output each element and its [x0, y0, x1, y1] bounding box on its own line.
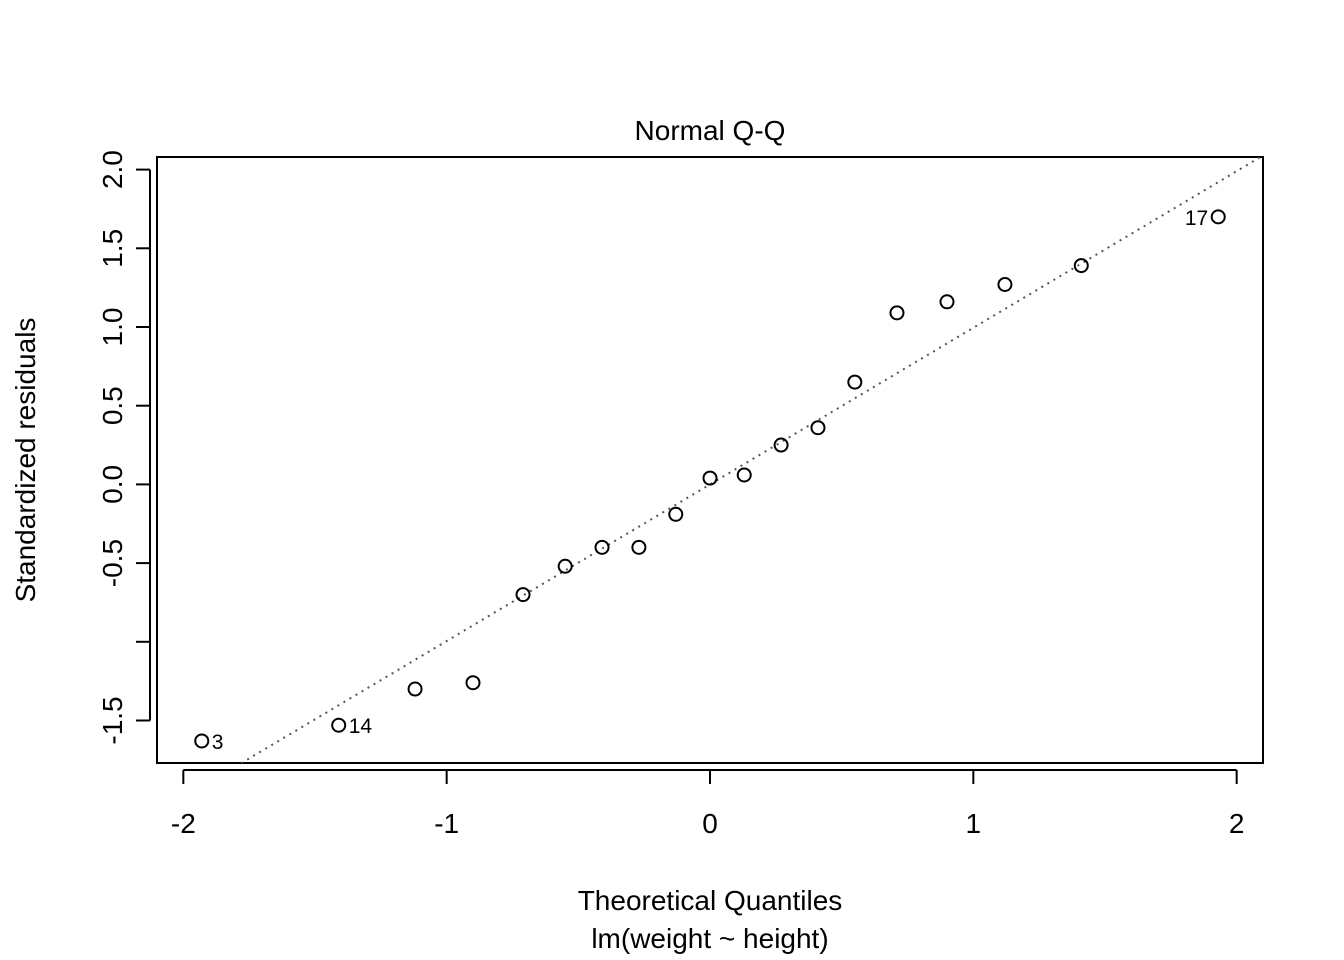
data-point [1210, 209, 1226, 225]
y-tick-label: 1.0 [97, 308, 128, 347]
data-point [1073, 258, 1089, 274]
data-point [773, 437, 789, 453]
data-point [594, 539, 610, 555]
data-point [997, 276, 1013, 292]
point-label: 14 [349, 715, 373, 738]
data-point [939, 294, 955, 310]
data-point [331, 717, 347, 733]
data-point [631, 539, 647, 555]
data-point [889, 305, 905, 321]
x-tick-label: -1 [434, 808, 459, 839]
data-point [515, 587, 531, 603]
y-tick-label: -0.5 [97, 539, 128, 587]
data-point [810, 420, 826, 436]
plot-frame [156, 156, 1264, 764]
data-point [407, 681, 423, 697]
data-point [702, 470, 718, 486]
data-point [465, 675, 481, 691]
x-tick-label: 1 [966, 808, 982, 839]
data-point [194, 733, 210, 749]
y-tick-label: 1.5 [97, 229, 128, 268]
data-point [668, 506, 684, 522]
point-label: 17 [1185, 207, 1208, 230]
point-label: 3 [212, 731, 224, 754]
chart-subtitle: lm(weight ~ height) [591, 923, 828, 954]
data-point [736, 467, 752, 483]
chart-title: Normal Q-Q [635, 115, 786, 146]
reference-line [239, 157, 1263, 763]
y-axis-label: Standardized residuals [10, 318, 41, 603]
y-tick-label: -1.5 [97, 696, 128, 744]
data-point [557, 558, 573, 574]
x-tick-label: 0 [702, 808, 718, 839]
x-axis-label: Theoretical Quantiles [578, 885, 843, 916]
y-tick-label: 0.0 [97, 465, 128, 504]
x-tick-label: -2 [171, 808, 196, 839]
data-point [847, 374, 863, 390]
y-tick-label: 2.0 [97, 150, 128, 189]
x-tick-label: 2 [1229, 808, 1245, 839]
y-tick-label: 0.5 [97, 386, 128, 425]
plot-area: -2 -1 0 1 2 -1.5 -0.5 0.0 0.5 1.0 1.5 2.0 3 14 17 [97, 150, 1264, 839]
